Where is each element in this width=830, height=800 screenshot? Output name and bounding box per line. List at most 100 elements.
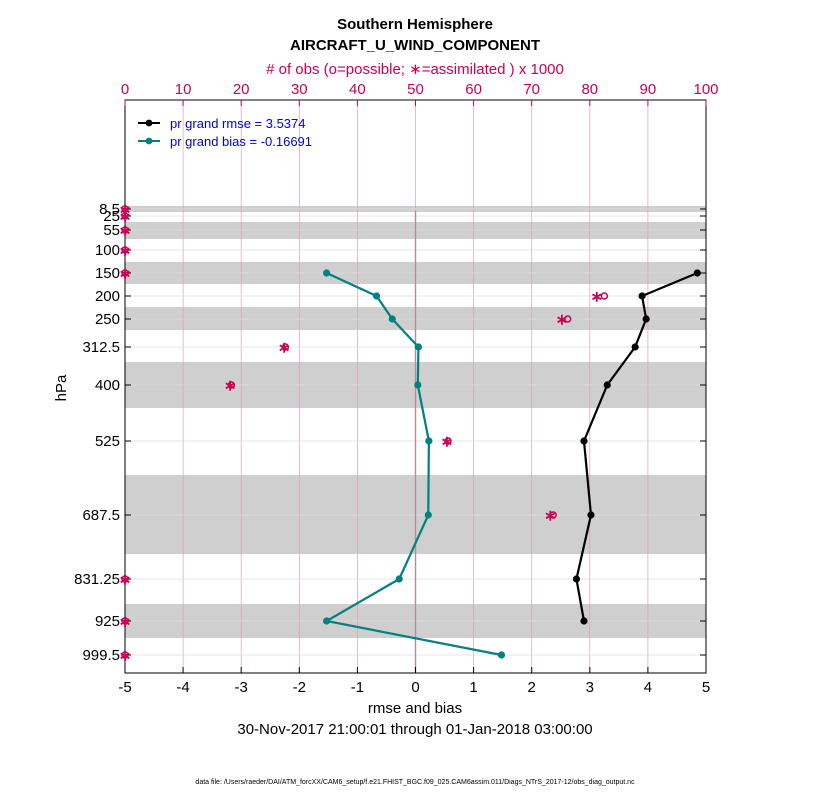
- y-tick-label-0: 8.5: [99, 201, 120, 218]
- top-tick-label-3: 30: [291, 81, 308, 98]
- top-tick-label-2: 20: [233, 81, 250, 98]
- x-tick-label-4: -1: [351, 679, 364, 696]
- y-tick-label-3: 100: [95, 242, 120, 259]
- legend-rmse-marker: [145, 119, 153, 127]
- rmse-point-5: [580, 437, 588, 445]
- obs-possible-1: [121, 212, 129, 220]
- obs-possible-5: [600, 292, 609, 300]
- top-tick-label-7: 70: [523, 81, 540, 98]
- legend-bias-label: pr grand bias = -0.16691: [170, 134, 312, 149]
- obs-possible-3: [121, 246, 129, 254]
- obs-possible-7: [281, 343, 290, 351]
- y-tick-label-10: 687.5: [82, 507, 120, 524]
- obs-count-markers: ∗∗∗∗∗∗∗∗∗∗∗∗∗∗: [119, 202, 609, 665]
- y-tick-label-2: 55: [103, 222, 120, 239]
- x-tick-labels: -5 -4 -3 -2 -1 0 1 2 3 4 5: [118, 679, 710, 696]
- rmse-point-4: [603, 381, 611, 389]
- rmse-point-1: [638, 292, 646, 300]
- x-tick-label-5: 0: [411, 679, 419, 696]
- x-tick-label-3: -2: [293, 679, 306, 696]
- y-axis-label: hPa: [53, 374, 70, 401]
- rmse-point-8: [580, 617, 588, 625]
- bias-point-8: [323, 617, 331, 625]
- top-tick-label-10: 100: [693, 81, 718, 98]
- obs-assimilated-5: ∗: [590, 289, 603, 306]
- y-tick-label-7: 312.5: [82, 339, 120, 356]
- bias-point-3: [414, 343, 423, 351]
- obs-possible-9: [444, 437, 452, 445]
- y-tick-label-12: 925: [95, 613, 120, 630]
- footer-data-file: data file: /Users/raeder/DAI/ATM_forcXX/…: [195, 779, 635, 786]
- rmse-point-2: [642, 315, 650, 323]
- obs-possible-2: [121, 226, 129, 234]
- bias-point-2: [388, 315, 396, 323]
- x-tick-label-1: -4: [176, 679, 189, 696]
- rmse-point-0: [693, 269, 701, 277]
- x-tick-label-7: 2: [528, 679, 536, 696]
- y-tick-label-9: 525: [95, 433, 120, 450]
- obs-assimilated-12: ∗: [119, 614, 132, 631]
- top-tick-label-6: 60: [465, 81, 482, 98]
- bias-point-6: [424, 511, 432, 519]
- obs-assimilated-1: ∗: [119, 209, 132, 226]
- obs-assimilated-7: ∗: [278, 340, 291, 357]
- x-tick-label-0: -5: [118, 679, 131, 696]
- top-tick-label-0: 0: [121, 81, 129, 98]
- obs-assimilated-9: ∗: [441, 434, 454, 451]
- y-tick-label-1: 25: [103, 208, 120, 225]
- obs-possible-0: [121, 205, 129, 213]
- legend-bias-marker: [145, 137, 153, 145]
- top-tick-label-5: 50: [407, 81, 424, 98]
- top-tick-label-8: 80: [581, 81, 598, 98]
- top-tick-label-1: 10: [175, 81, 192, 98]
- top-tick-label-9: 90: [640, 81, 657, 98]
- y-tick-label-5: 200: [95, 288, 120, 305]
- data-series: [323, 269, 701, 659]
- bias-point-0: [323, 269, 331, 277]
- y-tick-label-11: 831.25: [74, 571, 120, 588]
- obs-assimilated-10: ∗: [544, 508, 557, 525]
- y-tick-label-6: 250: [95, 311, 120, 328]
- obs-assimilated-13: ∗: [119, 648, 132, 665]
- x-tick-label-9: 4: [644, 679, 652, 696]
- top-axis-label: # of obs (o=possible; ∗=assimilated ) x …: [266, 61, 564, 78]
- bias-point-9: [497, 651, 506, 659]
- legend-rmse-label: pr grand rmse = 3.5374: [170, 116, 306, 131]
- chart-subtitle: AIRCRAFT_U_WIND_COMPONENT: [290, 37, 540, 54]
- x-tick-label-10: 5: [702, 679, 710, 696]
- x-axis-label: rmse and bias: [368, 700, 462, 717]
- legend: pr grand rmse = 3.5374 pr grand bias = -…: [138, 116, 312, 149]
- top-tick-labels: 0 10 20 30 40 50 60 70 80 90 100: [121, 81, 719, 98]
- bias-point-7: [395, 575, 403, 583]
- bias-point-4: [414, 381, 422, 389]
- obs-assimilated-3: ∗: [119, 243, 132, 260]
- date-range: 30-Nov-2017 21:00:01 through 01-Jan-2018…: [237, 721, 592, 738]
- x-tick-label-2: -3: [235, 679, 248, 696]
- obs-assimilated-6: ∗: [556, 312, 569, 329]
- obs-possible-13: [121, 651, 129, 659]
- obs-possible-12: [121, 617, 129, 625]
- y-tick-label-4: 150: [95, 265, 120, 282]
- obs-possible-4: [121, 269, 129, 277]
- y-tick-label-13: 999.5: [82, 647, 120, 664]
- obs-possible-6: [563, 315, 572, 323]
- obs-assimilated-8: ∗: [224, 378, 237, 395]
- obs-assimilated-4: ∗: [119, 266, 132, 283]
- bias-point-1: [372, 292, 381, 300]
- bias-line: [323, 272, 502, 657]
- x-tick-label-8: 3: [586, 679, 594, 696]
- obs-assimilated-2: ∗: [119, 223, 132, 240]
- obs-possible-8: [227, 381, 236, 389]
- top-tick-label-4: 40: [349, 81, 366, 98]
- obs-possible-10: [549, 511, 557, 519]
- obs-assimilated-11: ∗: [119, 572, 132, 589]
- rmse-point-3: [631, 343, 639, 351]
- chart-title: Southern Hemisphere: [337, 16, 493, 33]
- y-tick-label-8: 400: [95, 377, 120, 394]
- bias-point-5: [425, 437, 433, 445]
- rmse-point-6: [587, 511, 595, 519]
- x-tick-label-6: 1: [469, 679, 477, 696]
- obs-possible-11: [121, 575, 129, 583]
- rmse-point-7: [572, 575, 581, 583]
